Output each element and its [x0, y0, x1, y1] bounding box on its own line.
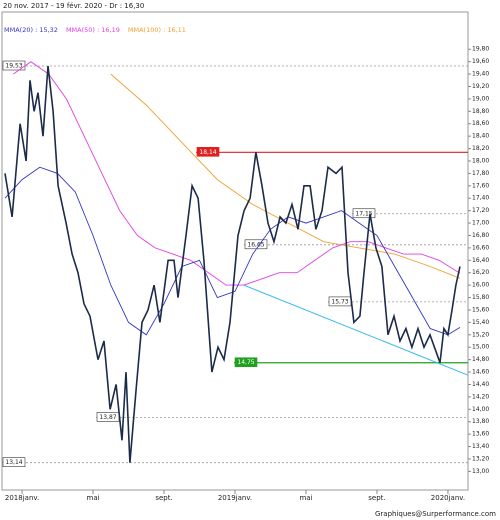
y-tick-label: 13,40 — [472, 443, 489, 450]
y-tick-label: 18,40 — [472, 133, 489, 140]
level-label: 18,14 — [199, 149, 216, 156]
y-tick-label: 17,40 — [472, 195, 489, 202]
y-tick-label: 18,20 — [472, 145, 489, 152]
y-tick-label: 15,60 — [472, 306, 489, 313]
y-tick-label: 15,80 — [472, 294, 489, 301]
y-tick-label: 16,60 — [472, 244, 489, 251]
y-tick-label: 14,80 — [472, 356, 489, 363]
y-tick-label: 16,20 — [472, 269, 489, 276]
legend-entry: MMA(50) : 16,19 — [66, 26, 120, 34]
level-label: 14,75 — [237, 359, 254, 366]
level-label: 17,15 — [355, 210, 372, 217]
level-box — [196, 146, 220, 157]
x-tick-label: sept. — [368, 494, 385, 502]
level-label: 13,87 — [99, 414, 116, 421]
y-tick-label: 16,40 — [472, 257, 489, 264]
x-tick-label: mai — [299, 494, 312, 502]
plot-frame — [1, 11, 469, 491]
y-tick-label: 13,00 — [472, 468, 489, 475]
footer: Graphiques@Surperformance.com — [375, 510, 496, 518]
y-tick-label: 14,60 — [472, 369, 489, 376]
y-tick-label: 17,20 — [472, 207, 489, 214]
y-tick-label: 17,80 — [472, 170, 489, 177]
y-tick-label: 14,20 — [472, 393, 489, 400]
x-tick-label: sept. — [155, 494, 172, 502]
level-label: 13,14 — [5, 459, 22, 466]
level-label: 19,53 — [5, 63, 22, 70]
y-tick-label: 14,00 — [472, 406, 489, 413]
y-tick-label: 19,40 — [472, 71, 489, 78]
moving-average-line — [12, 61, 461, 286]
y-tick-label: 13,20 — [472, 455, 489, 462]
y-tick-label: 17,00 — [472, 220, 489, 227]
y-tick-label: 19,20 — [472, 83, 489, 90]
level-label: 16,65 — [247, 241, 264, 248]
chart-title: 20 nov. 2017 - 19 févr. 2020 - Dr : 16,3… — [3, 2, 144, 10]
y-tick-label: 19,00 — [472, 95, 489, 102]
level-box — [234, 357, 258, 368]
y-tick-label: 15,20 — [472, 331, 489, 338]
x-tick-label: mai — [87, 494, 100, 502]
y-tick-label: 19,60 — [472, 58, 489, 65]
y-tick-label: 16,80 — [472, 232, 489, 239]
y-tick-label: 15,40 — [472, 319, 489, 326]
y-tick-label: 14,40 — [472, 381, 489, 388]
level-label: 15,73 — [331, 298, 348, 305]
y-tick-label: 15,00 — [472, 344, 489, 351]
y-tick-label: 18,80 — [472, 108, 489, 115]
y-tick-label: 13,80 — [472, 418, 489, 425]
price-line — [4, 65, 461, 463]
y-tick-label: 18,60 — [472, 120, 489, 127]
y-tick-label: 18,00 — [472, 157, 489, 164]
y-tick-label: 17,60 — [472, 182, 489, 189]
level-box — [352, 208, 376, 219]
x-tick-label: 2020janv. — [431, 494, 465, 502]
legend-entry: MMA(100) : 16,11 — [128, 26, 186, 34]
y-tick-label: 16,00 — [472, 282, 489, 289]
y-tick-label: 19,80 — [472, 46, 489, 53]
trend-line — [243, 284, 469, 376]
moving-average-line — [4, 166, 461, 336]
level-box — [2, 457, 26, 467]
x-tick-label: 2019janv. — [218, 494, 252, 502]
y-tick-label: 13,60 — [472, 431, 489, 438]
x-tick-label: 2018janv. — [5, 494, 39, 502]
moving-average-line — [110, 73, 461, 279]
legend-entry: MMA(20) : 15,32 — [4, 26, 58, 34]
